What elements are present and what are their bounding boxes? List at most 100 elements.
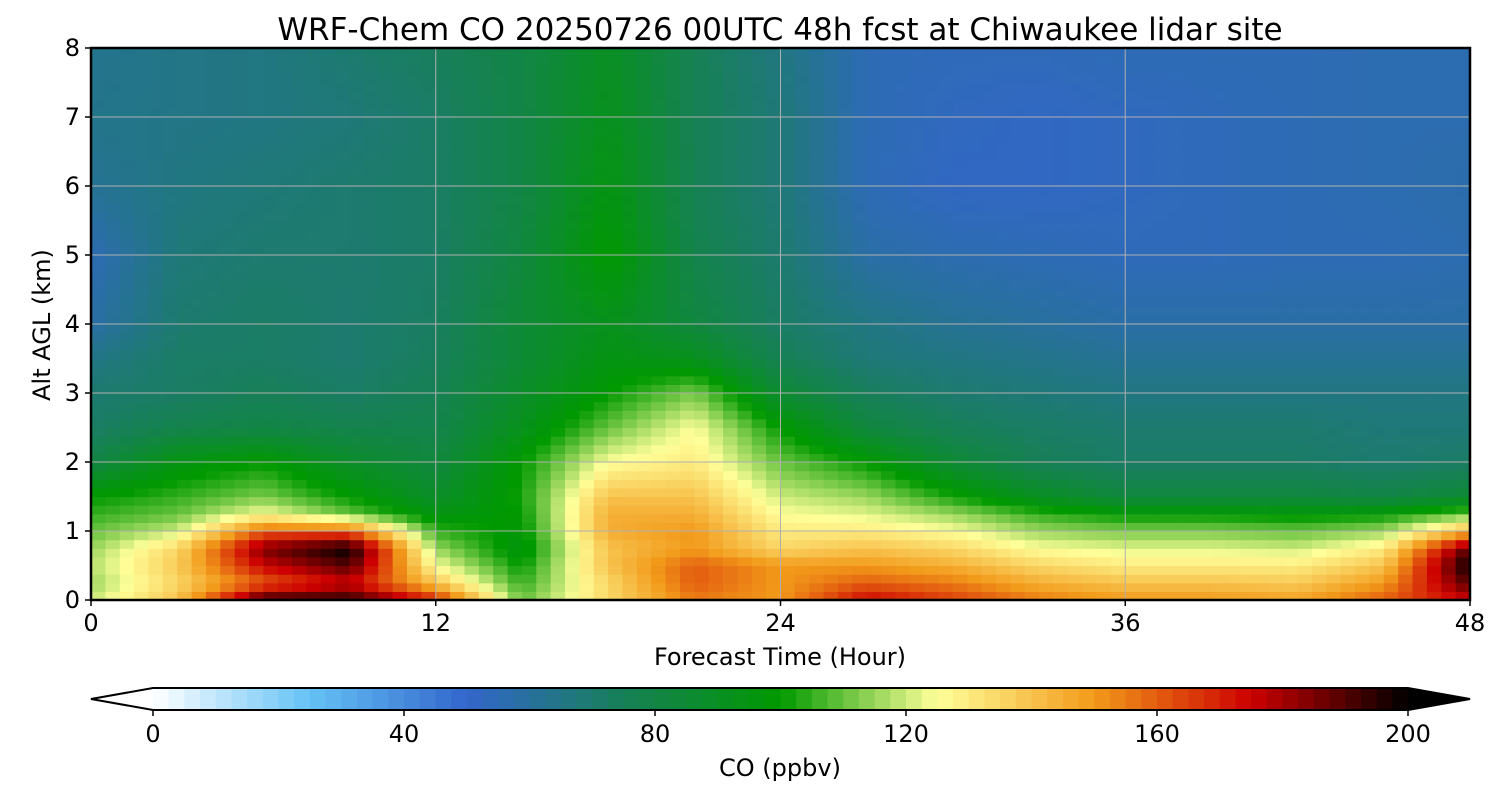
heat-cell: [866, 418, 882, 429]
heat-cell: [507, 341, 523, 351]
heat-cell: [694, 91, 710, 101]
heat-cell: [407, 263, 422, 273]
heat-cell: [952, 237, 968, 247]
heat-cell: [1182, 151, 1198, 161]
heat-cell: [579, 393, 595, 403]
heat-cell: [881, 315, 897, 325]
heat-cell: [205, 496, 221, 506]
heat-cell: [881, 367, 897, 377]
heat-cell: [134, 255, 150, 265]
heat-cell: [493, 99, 509, 109]
heat-cell: [105, 99, 121, 109]
heat-cell: [220, 211, 236, 222]
heat-cell: [751, 531, 767, 541]
heat-cell: [593, 306, 609, 316]
heat-cell: [91, 177, 106, 187]
heat-cell: [205, 298, 221, 308]
heat-cell: [521, 505, 537, 515]
heat-cell: [378, 341, 394, 351]
heat-cell: [665, 160, 681, 170]
heat-cell: [134, 349, 150, 360]
heat-cell: [823, 384, 839, 394]
heat-cell: [751, 125, 767, 135]
heat-cell: [177, 556, 193, 567]
heat-cell: [794, 367, 810, 377]
heat-cell: [493, 418, 509, 429]
heat-cell: [162, 289, 178, 299]
heat-cell: [866, 582, 882, 592]
heat-cell: [852, 306, 868, 316]
heat-cell: [995, 548, 1011, 558]
heat-cell: [622, 367, 638, 377]
heat-cell: [579, 108, 595, 118]
heat-cell: [493, 82, 509, 92]
heat-cell: [1067, 367, 1083, 377]
heat-cell: [794, 315, 810, 325]
heat-cell: [91, 453, 106, 463]
heat-cell: [1067, 418, 1083, 429]
heat-cell: [335, 73, 351, 84]
heat-cell: [392, 211, 408, 222]
heat-cell: [162, 375, 178, 385]
heat-cell: [148, 487, 164, 498]
heat-cell: [263, 427, 279, 437]
heat-cell: [651, 548, 667, 558]
heat-cell: [995, 332, 1011, 342]
heat-cell: [723, 444, 738, 454]
heat-cell: [809, 401, 825, 411]
heat-cell: [622, 125, 638, 135]
heat-cell: [665, 505, 681, 515]
heat-cell: [1010, 194, 1026, 204]
heat-cell: [995, 427, 1011, 437]
heat-cell: [1168, 168, 1184, 178]
heat-cell: [651, 574, 667, 584]
heat-cell: [119, 470, 135, 480]
heat-cell: [837, 591, 853, 601]
heat-cell: [220, 203, 236, 213]
heat-cell: [1110, 470, 1126, 480]
heat-cell: [1010, 393, 1026, 403]
heat-cell: [205, 505, 221, 515]
heat-cell: [766, 444, 782, 454]
heat-cell: [1067, 393, 1083, 403]
heat-cell: [292, 117, 308, 127]
heat-cell: [751, 548, 767, 558]
heat-cell: [1082, 48, 1098, 58]
heat-cell: [392, 393, 408, 403]
heat-cell: [1082, 125, 1098, 135]
heat-cell: [751, 203, 767, 213]
heat-cell: [1182, 99, 1198, 109]
heat-cell: [91, 444, 106, 454]
heat-cell: [1110, 237, 1126, 247]
heat-cell: [852, 565, 868, 575]
heat-cell: [1153, 487, 1169, 498]
heat-cell: [895, 65, 911, 75]
heat-cell: [220, 548, 236, 558]
heat-cell: [407, 237, 422, 247]
heat-cell: [450, 117, 466, 127]
heat-cell: [464, 487, 480, 498]
heat-cell: [277, 211, 293, 222]
heat-cell: [1053, 315, 1069, 325]
heat-cell: [1197, 444, 1213, 454]
heat-cell: [881, 505, 897, 515]
heat-cell: [1110, 298, 1126, 308]
heat-cell: [1024, 324, 1040, 334]
heat-cell: [493, 255, 509, 265]
heat-cell: [1125, 203, 1141, 213]
heat-cell: [1182, 539, 1198, 549]
heat-cell: [938, 470, 954, 480]
heat-cell: [162, 332, 178, 342]
heat-cell: [162, 82, 178, 92]
heat-cell: [277, 73, 293, 84]
heat-cell: [1125, 151, 1141, 161]
heat-cell: [493, 324, 509, 334]
heat-cell: [521, 142, 537, 153]
heat-cell: [148, 142, 164, 153]
heat-cell: [967, 591, 983, 601]
heat-cell: [852, 56, 868, 66]
heat-cell: [981, 246, 997, 256]
heat-cell: [1024, 410, 1040, 420]
heat-cell: [1153, 91, 1169, 101]
heat-cell: [665, 56, 681, 66]
